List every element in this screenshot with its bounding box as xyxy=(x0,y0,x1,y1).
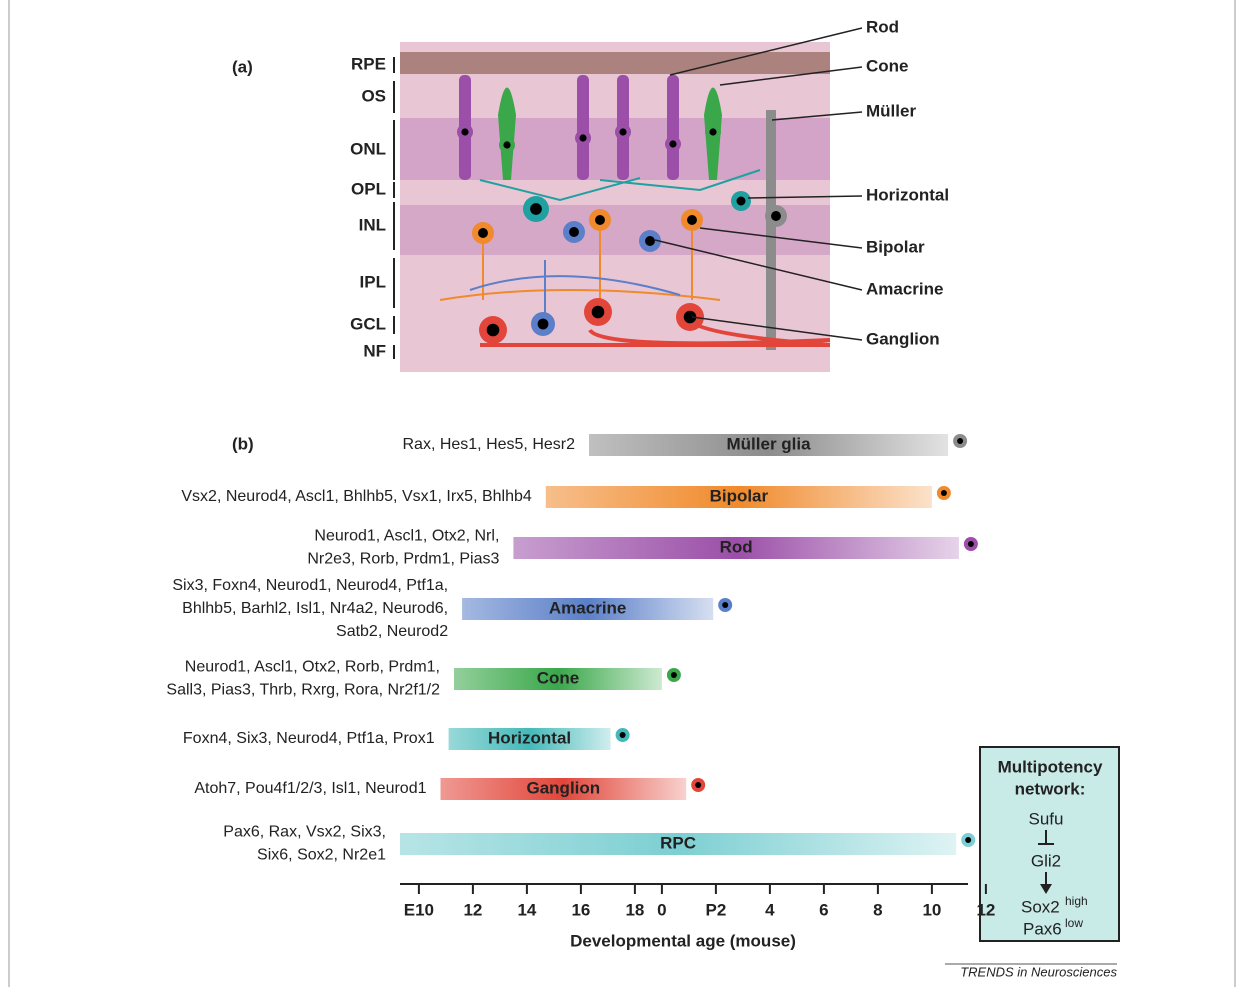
layer-label: IPL xyxy=(360,272,386,291)
x-tick-label: 14 xyxy=(517,900,536,919)
gene-list: Vsx2, Neurod4, Ascl1, Bhlhb5, Vsx1, Irx5… xyxy=(181,488,532,505)
nucleus xyxy=(569,227,579,237)
cell-label: Ganglion xyxy=(866,329,940,348)
nucleus xyxy=(487,324,500,337)
nucleus xyxy=(538,319,549,330)
nucleus xyxy=(709,128,716,135)
layer-label: INL xyxy=(359,215,386,234)
x-tick-label: 18 xyxy=(625,900,644,919)
nucleus xyxy=(503,141,510,148)
rod xyxy=(577,75,589,180)
nucleus xyxy=(687,215,697,225)
bar-label: Ganglion xyxy=(527,778,601,797)
network-title: Multipotency xyxy=(998,757,1103,776)
nucleus xyxy=(771,211,781,221)
gene-list: Six6, Sox2, Nr2e1 xyxy=(257,847,386,864)
cell-label: Rod xyxy=(866,17,899,36)
x-tick-label: 8 xyxy=(873,900,882,919)
cell-label: Bipolar xyxy=(866,237,925,256)
x-tick-label: 6 xyxy=(819,900,828,919)
muller xyxy=(766,110,776,350)
panel-label: (a) xyxy=(232,57,253,76)
bar-label: Bipolar xyxy=(710,486,769,505)
bar-label: Müller glia xyxy=(727,434,812,453)
gene-list: Satb2, Neurod2 xyxy=(336,623,448,640)
gene-list: Neurod1, Ascl1, Otx2, Rorb, Prdm1, xyxy=(185,659,440,676)
nucleus xyxy=(620,732,626,738)
nucleus xyxy=(957,438,963,444)
network-item: Pax6 xyxy=(1023,919,1062,938)
nucleus xyxy=(669,140,676,147)
x-tick-label: E10 xyxy=(404,900,434,919)
figure: (a) (b) Developmental age (mouse) Multip… xyxy=(0,0,1244,987)
layer-label: NF xyxy=(363,341,386,360)
superscript: low xyxy=(1065,916,1083,930)
gene-list: Pax6, Rax, Vsx2, Six3, xyxy=(223,824,386,841)
footer: TRENDS in Neurosciences xyxy=(960,964,1117,979)
x-tick-label: 16 xyxy=(571,900,590,919)
nucleus xyxy=(671,672,677,678)
nucleus xyxy=(461,128,468,135)
layer-label: RPE xyxy=(351,54,386,73)
bar-label: Horizontal xyxy=(488,728,571,747)
nucleus xyxy=(645,236,655,246)
layer-label: GCL xyxy=(350,314,386,333)
network-item: Gli2 xyxy=(1031,851,1061,870)
x-tick-label: P2 xyxy=(706,900,727,919)
nucleus xyxy=(941,490,947,496)
nucleus xyxy=(595,215,605,225)
gene-list: Sall3, Pias3, Thrb, Rxrg, Rora, Nr2f1/2 xyxy=(166,682,440,699)
nucleus xyxy=(695,782,701,788)
nucleus xyxy=(722,602,728,608)
gene-list: Neurod1, Ascl1, Otx2, Nrl, xyxy=(314,528,499,545)
gene-list: Nr2e3, Rorb, Prdm1, Pias3 xyxy=(307,551,499,568)
cell-label: Cone xyxy=(866,56,909,75)
cell-label: Müller xyxy=(866,101,916,120)
cell-label: Horizontal xyxy=(866,185,949,204)
nucleus xyxy=(619,128,626,135)
nucleus xyxy=(478,228,488,238)
panel-label: (b) xyxy=(232,434,254,453)
nucleus xyxy=(965,837,971,843)
network-title: network: xyxy=(1015,779,1086,798)
gene-list: Foxn4, Six3, Neurod4, Ptf1a, Prox1 xyxy=(183,730,435,747)
superscript: high xyxy=(1065,894,1088,908)
bar-label: Amacrine xyxy=(549,598,626,617)
gene-list: Atoh7, Pou4f1/2/3, Isl1, Neurod1 xyxy=(194,780,426,797)
bar-label: Cone xyxy=(537,668,580,687)
network-item: Sox2 xyxy=(1021,897,1060,916)
gene-list: Bhlhb5, Barhl2, Isl1, Nr4a2, Neurod6, xyxy=(182,600,448,617)
layer-label: ONL xyxy=(350,139,386,158)
bar-label: Rod xyxy=(720,537,753,556)
x-tick-label: 12 xyxy=(463,900,482,919)
nucleus xyxy=(579,134,586,141)
nucleus xyxy=(968,541,974,547)
nucleus xyxy=(530,203,542,215)
rpe-band xyxy=(400,52,830,74)
bar-label: RPC xyxy=(660,833,696,852)
nucleus xyxy=(737,197,746,206)
network-item: Sufu xyxy=(1029,809,1064,828)
cell-label: Amacrine xyxy=(866,279,943,298)
inl-band xyxy=(400,205,830,255)
x-axis-label: Developmental age (mouse) xyxy=(570,931,796,950)
nucleus xyxy=(592,306,605,319)
x-tick-label: 4 xyxy=(765,900,775,919)
x-tick-label: 12 xyxy=(976,900,995,919)
layer-label: OPL xyxy=(351,179,386,198)
x-tick-label: 10 xyxy=(922,900,941,919)
layer-label: OS xyxy=(361,86,386,105)
rod xyxy=(667,75,679,180)
gene-list: Six3, Foxn4, Neurod1, Neurod4, Ptf1a, xyxy=(172,577,448,594)
x-tick-label: 0 xyxy=(657,900,666,919)
gene-list: Rax, Hes1, Hes5, Hesr2 xyxy=(402,436,575,453)
